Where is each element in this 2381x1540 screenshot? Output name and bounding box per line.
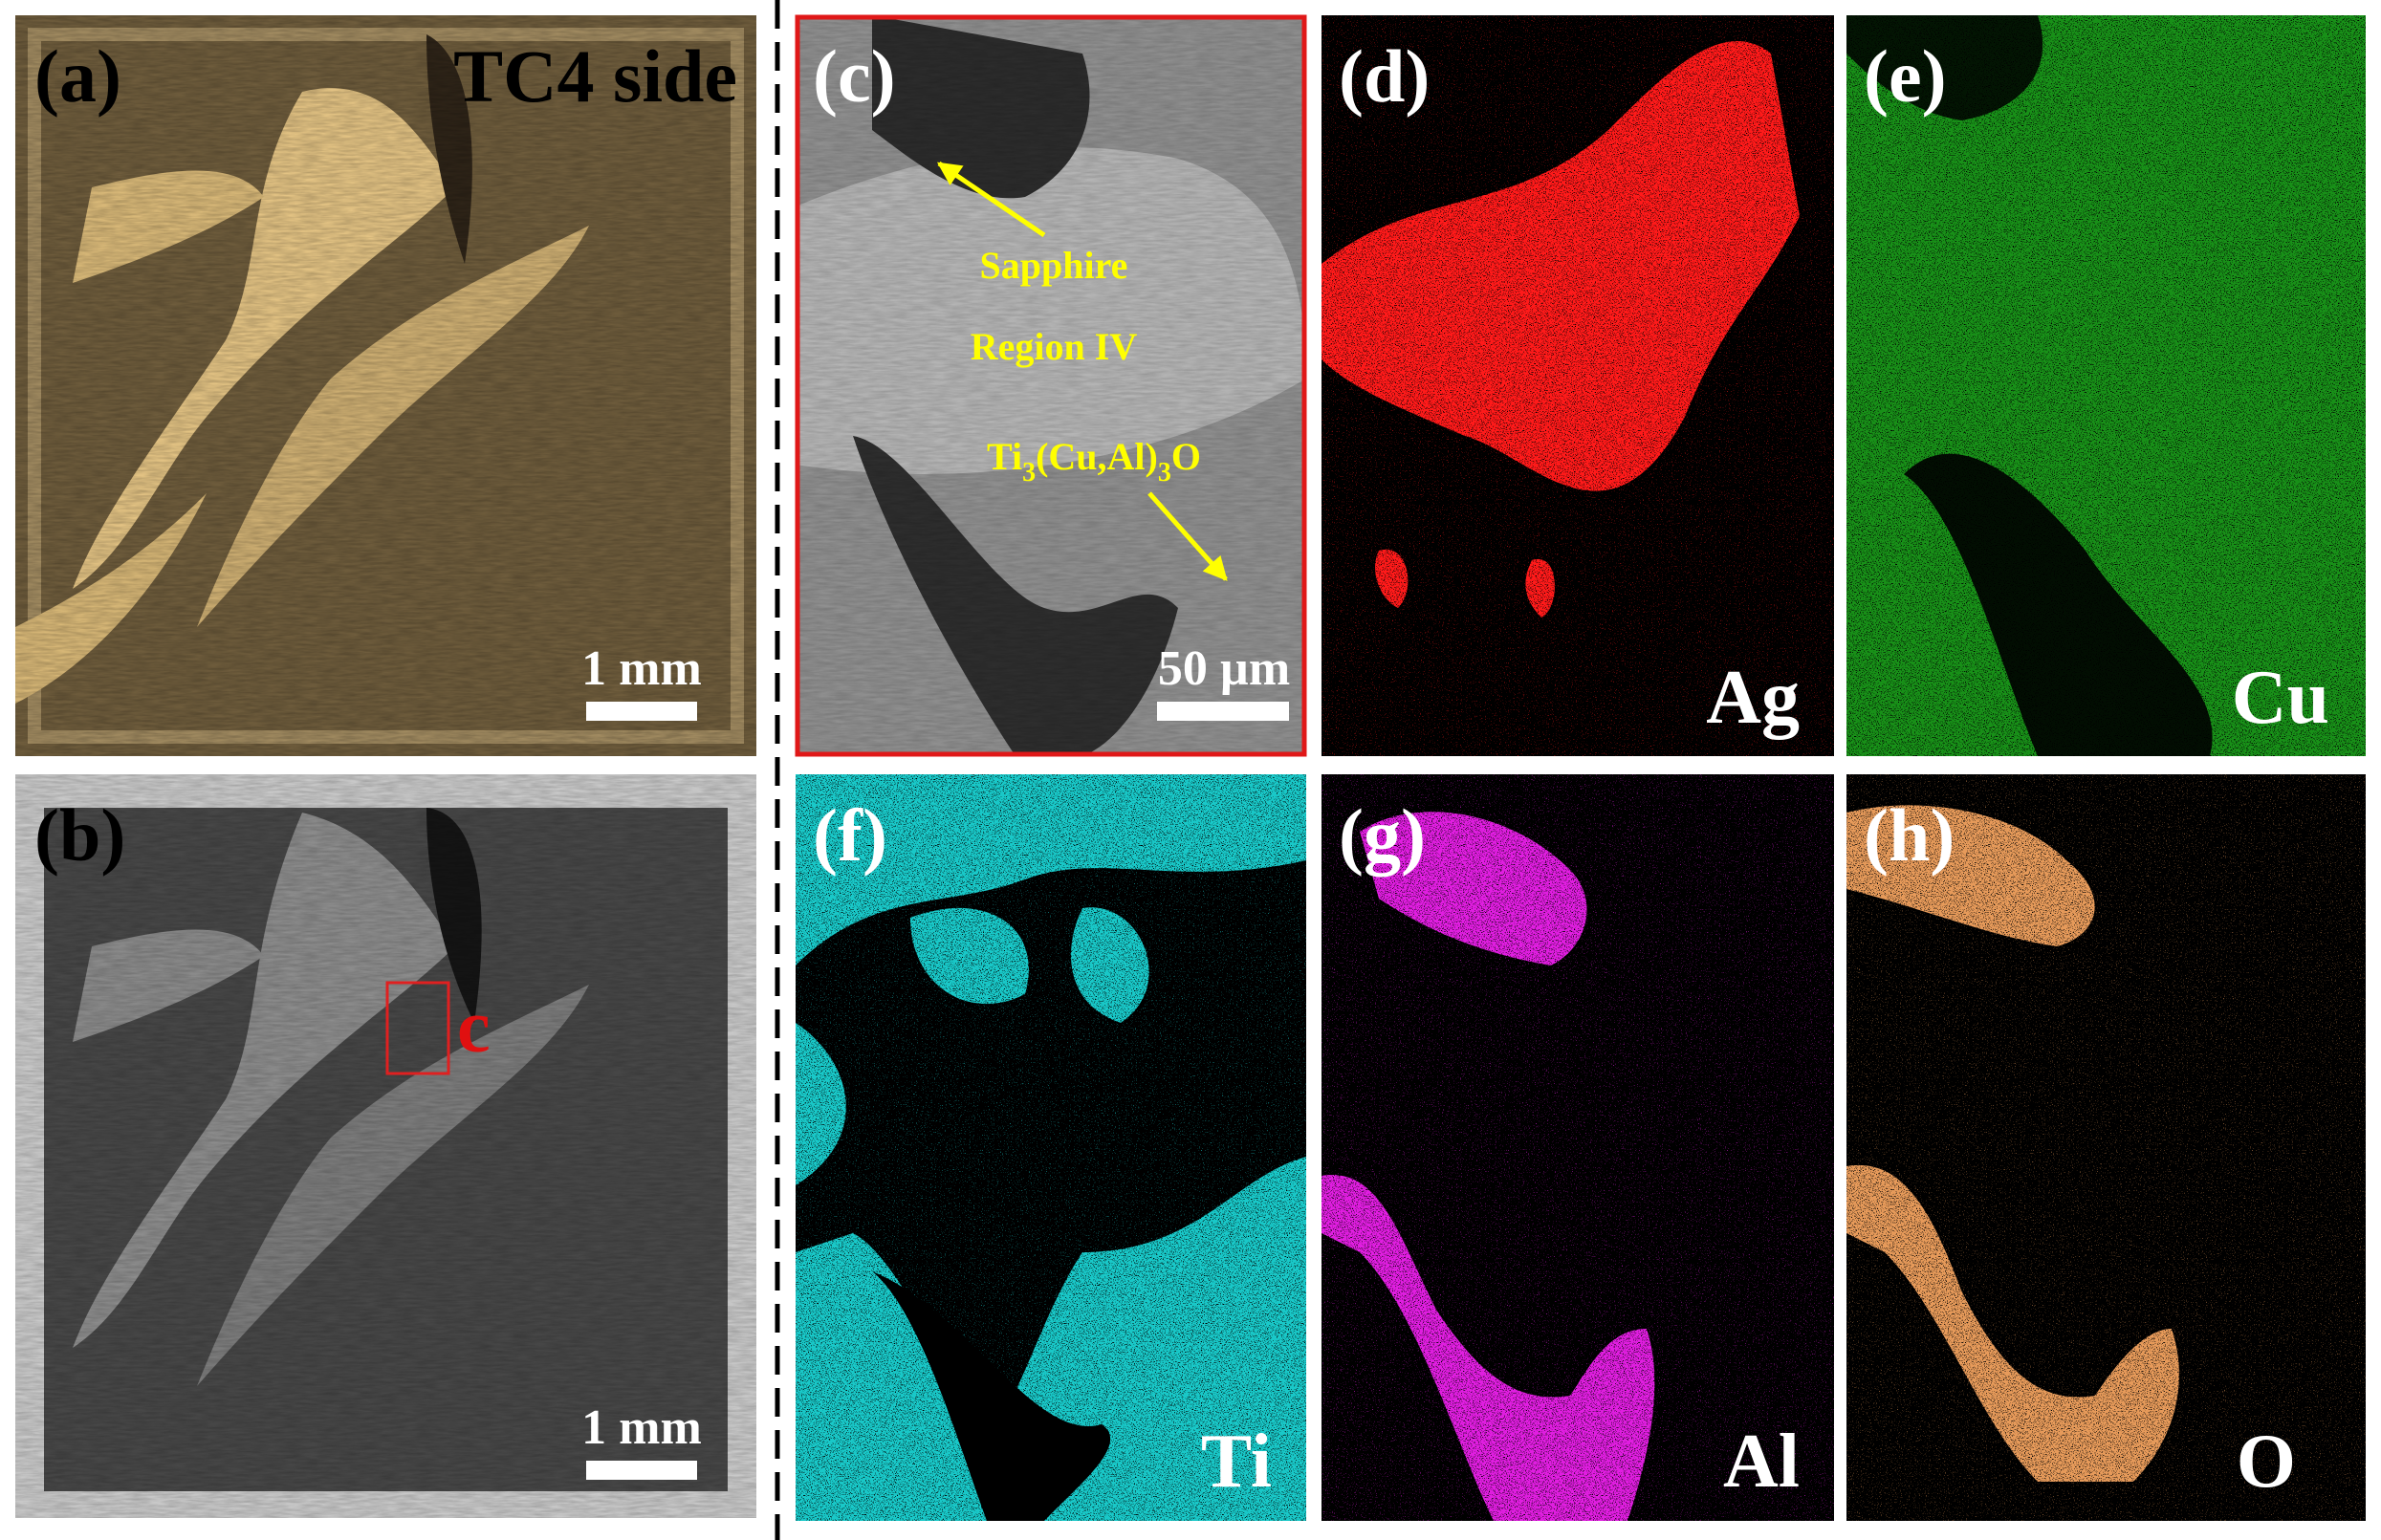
element-label: Ti [1201,1420,1272,1504]
region-box [385,981,450,1075]
frame [795,14,1307,757]
scale-bar [586,1461,697,1480]
element-label: O [2237,1420,2296,1504]
panel-g: (g) Al [1322,774,1834,1521]
panel-e: (e) Cu [1846,15,2366,756]
element-label: Cu [2232,656,2329,740]
element-label: Al [1723,1420,1800,1504]
arrow [936,161,1046,238]
panel-a: (a) TC4 side 1 mm [15,15,756,756]
panel-label: (e) [1864,34,1947,118]
element-label: Ag [1706,656,1800,740]
panel-d: (d) Ag [1322,15,1834,756]
panel-h: (h) O [1846,774,2366,1521]
panel-label: (c) [813,34,896,118]
panel-b: c (b) 1 mm [15,774,756,1518]
panel-label: (a) [34,34,121,118]
formula-part: Ti [987,435,1022,478]
panel-title: TC4 side [453,34,737,118]
region-marker: c [457,985,491,1068]
formula-part: O [1171,435,1201,478]
formula-sub: 3 [1022,458,1036,488]
arrow [1147,491,1228,581]
panel-label: (h) [1864,793,1955,877]
panel-label: (d) [1339,34,1430,118]
scale-bar [1157,702,1289,721]
formula-sub: 3 [1158,458,1171,488]
annotation: Ti3(Cu,Al)3O [987,435,1201,488]
scale-bar-label: 1 mm [581,641,702,696]
annotation: Sapphire [980,244,1128,287]
annotation: Region IV [971,325,1138,368]
scale-bar [586,702,697,721]
panel-label: (g) [1339,793,1426,877]
panel-label: (b) [34,793,125,877]
panel-c: Sapphire Region IV Ti3(Cu,Al)3O (c) 50 µ… [795,14,1307,757]
panel-label: (f) [813,793,887,877]
panel-f: (f) Ti [796,774,1306,1521]
formula-part: (Cu,Al) [1036,435,1158,478]
scale-bar-label: 1 mm [581,1400,702,1455]
scale-bar-label: 50 µm [1158,641,1290,696]
